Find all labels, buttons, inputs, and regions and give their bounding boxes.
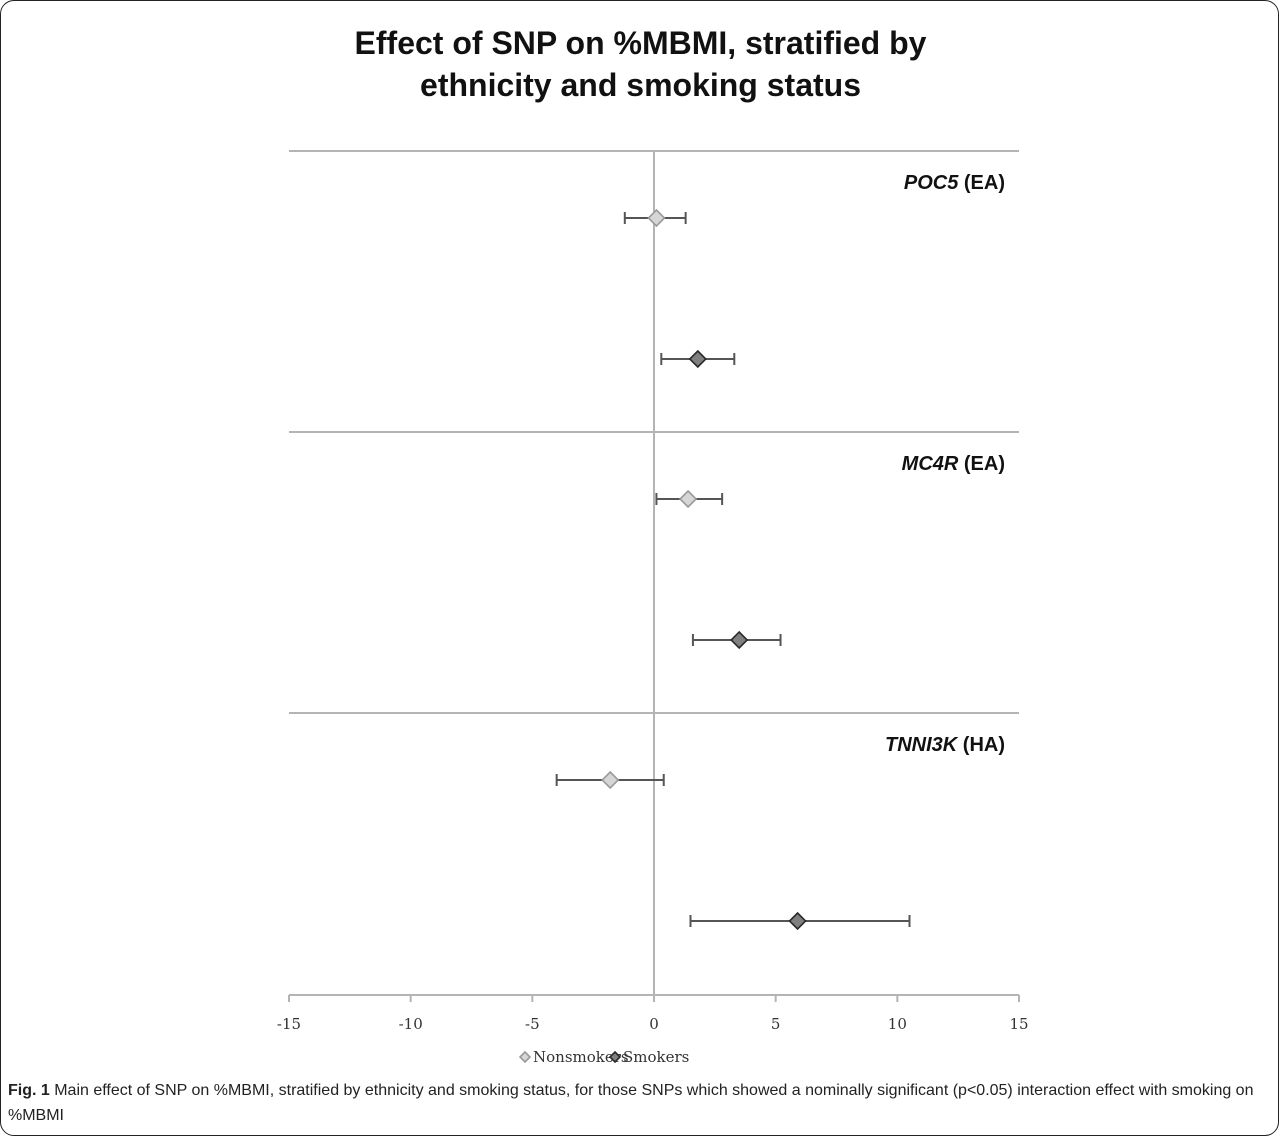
panel-gene-label: MC4R (902, 453, 959, 475)
caption-label: Fig. 1 (8, 1082, 50, 1099)
chart-title-line-2: ethnicity and smoking status (420, 67, 861, 103)
legend-marker-smokers (608, 1050, 622, 1064)
chart-title: Effect of SNP on %MBMI, stratified by et… (0, 22, 1281, 106)
panel-label: POC5 (EA) (904, 172, 1005, 194)
legend-label-nonsmokers: Nonsmokers (533, 1048, 629, 1066)
panel-group-label: (EA) (958, 453, 1005, 475)
caption-text: Main effect of SNP on %MBMI, stratified … (8, 1082, 1254, 1124)
point-smokers (688, 349, 707, 369)
panel-group-label: (HA) (957, 734, 1005, 756)
point-nonsmokers (678, 489, 698, 509)
point-nonsmokers (601, 770, 620, 790)
figure-caption: Fig. 1 Main effect of SNP on %MBMI, stra… (8, 1078, 1268, 1128)
legend-label-smokers: Smokers (623, 1048, 689, 1066)
chart-title-line-1: Effect of SNP on %MBMI, stratified by (354, 25, 927, 61)
x-tick-label: -10 (399, 1015, 423, 1033)
x-tick-label: -15 (277, 1015, 301, 1033)
point-nonsmokers (647, 208, 666, 228)
x-tick-label: 5 (771, 1015, 781, 1033)
panel-label: MC4R (EA) (902, 453, 1005, 475)
point-smokers (730, 630, 749, 650)
x-tick-label: 10 (888, 1015, 907, 1033)
legend-marker-nonsmokers (518, 1050, 532, 1064)
x-tick-label: 0 (649, 1015, 659, 1033)
panel-gene-label: POC5 (904, 172, 959, 194)
panel-gene-label: TNNI3K (885, 734, 959, 756)
x-tick-label: 15 (1009, 1015, 1028, 1033)
x-tick-label: -5 (525, 1015, 540, 1033)
panel-group-label: (EA) (958, 172, 1005, 194)
panel-label: TNNI3K (HA) (885, 734, 1005, 756)
point-smokers (788, 911, 807, 931)
